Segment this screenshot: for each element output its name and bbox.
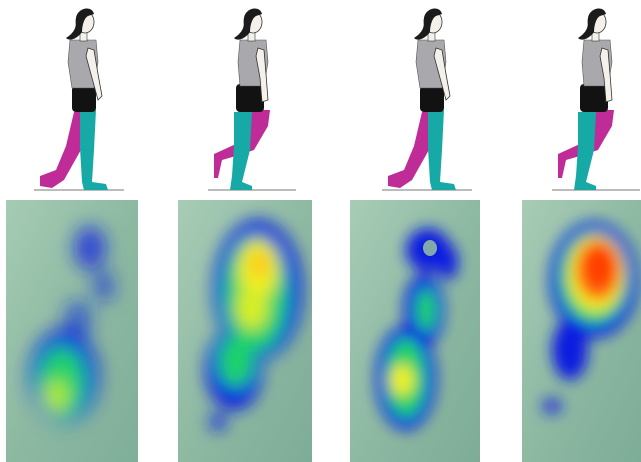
arm (255, 47, 269, 103)
walking-figure-3 (370, 0, 480, 196)
toe-low (542, 398, 562, 414)
walking-figure-4 (540, 0, 641, 196)
walking-figure-2-drawing (208, 8, 296, 191)
neck (79, 31, 88, 42)
stance-leg (574, 112, 596, 190)
stance-leg (80, 110, 108, 190)
walking-figure-1 (22, 0, 132, 196)
pressure-heatmap-4-canvas (522, 200, 641, 462)
stance-leg (230, 112, 252, 190)
shorts (580, 84, 608, 112)
forefoot-high (390, 364, 414, 396)
hair (414, 8, 442, 40)
toe-region-low (74, 226, 106, 270)
pressure-heatmap-3-canvas (350, 200, 480, 462)
shorts (420, 86, 444, 112)
arm (433, 47, 451, 101)
toe-region-low (94, 270, 114, 302)
toe-ring-center (423, 240, 437, 256)
heel-peak-core (586, 248, 614, 284)
pressure-heatmap-1 (6, 200, 138, 462)
midfoot-mid (218, 336, 254, 388)
pressure-heatmap-1-canvas (6, 200, 138, 462)
midfoot-mid (416, 288, 436, 332)
midfoot-low (64, 300, 92, 340)
pressure-heatmap-3 (350, 200, 480, 462)
neck (427, 31, 436, 42)
pressure-heatmap-2-canvas (178, 200, 312, 462)
arm (599, 47, 613, 103)
arm (85, 47, 103, 101)
hair (66, 8, 94, 40)
neck (591, 31, 600, 42)
swing-leg (40, 112, 88, 188)
heel-peak (251, 250, 269, 278)
neck (247, 31, 256, 42)
hair (578, 8, 606, 40)
stance-leg (428, 110, 456, 190)
hair (234, 8, 262, 40)
walking-figure-2 (196, 0, 306, 196)
toe-ring-low (438, 244, 458, 280)
pressure-heatmap-4 (522, 200, 641, 462)
walking-figure-1-drawing (34, 8, 124, 191)
shorts (236, 84, 264, 112)
forefoot-high (44, 380, 68, 412)
walking-figure-4-drawing (552, 8, 640, 191)
midfoot-low (552, 320, 588, 380)
pressure-heatmap-2 (178, 200, 312, 462)
shorts (72, 86, 96, 112)
heel-high (236, 286, 268, 330)
swing-leg (388, 112, 436, 188)
walking-figure-3-drawing (382, 8, 472, 191)
toe-low (210, 414, 226, 430)
